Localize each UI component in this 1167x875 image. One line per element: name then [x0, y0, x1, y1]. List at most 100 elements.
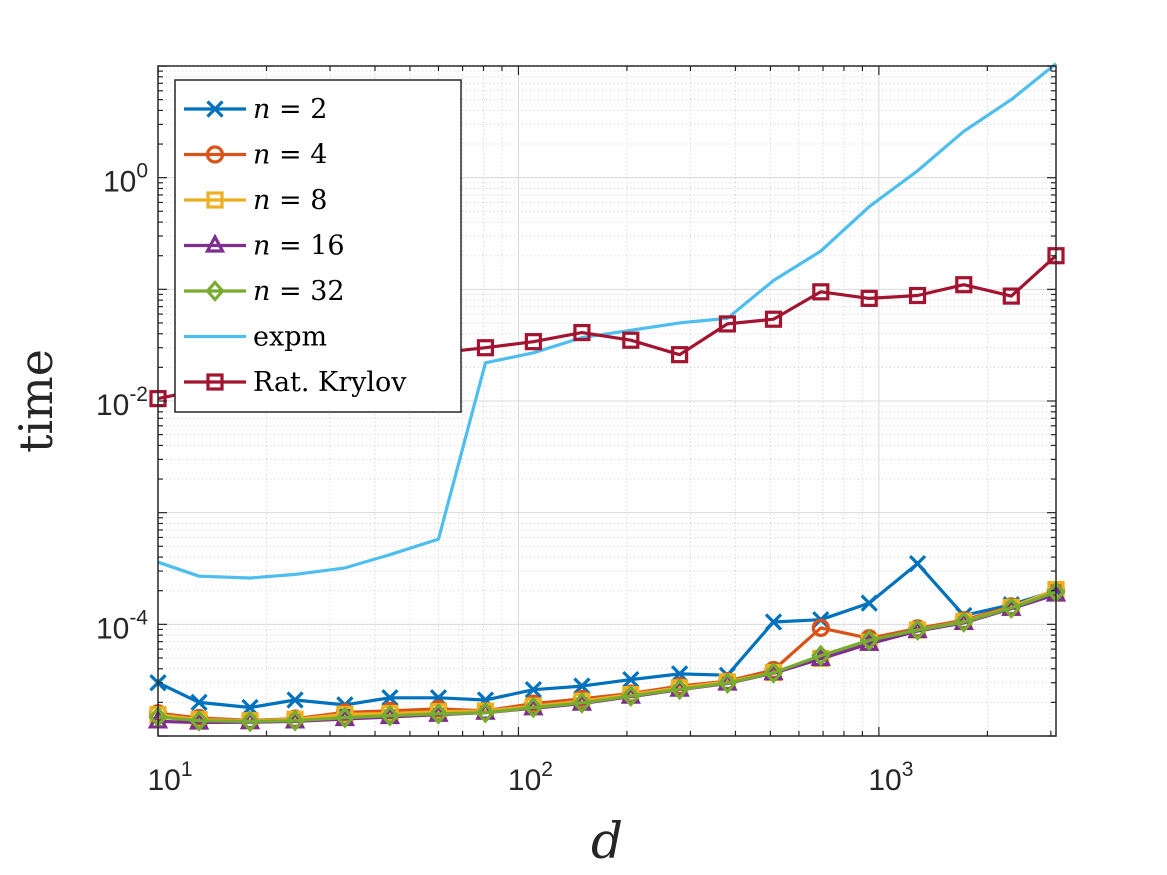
legend-marker-n-32	[205, 280, 225, 302]
data-point-n-2	[764, 613, 783, 631]
data-point-n-32	[1001, 597, 1021, 619]
legend-entry-expm: expm	[184, 322, 327, 353]
legend-entry-n-32: n = 32	[184, 276, 345, 307]
series-n-32	[148, 581, 1066, 733]
legend-label-var: n	[253, 140, 279, 171]
data-point-rat-krylov	[908, 286, 927, 305]
data-point-n-4	[811, 618, 830, 637]
legend-marker-n-4	[205, 145, 225, 164]
data-point-n-2	[908, 554, 927, 573]
data-point-n-2	[190, 693, 208, 712]
y-tick-label-exponent: -4	[129, 606, 148, 629]
legend-marker-n-2	[206, 100, 224, 118]
legend-label-var: n	[253, 231, 279, 262]
legend-label-n-8: n = 8	[253, 185, 327, 216]
axes-box	[157, 65, 1057, 737]
data-point-rat-krylov	[476, 339, 495, 357]
data-point-n-32	[523, 696, 543, 719]
x-tick-label-exponent: 1	[181, 758, 193, 781]
x-axis-label: d	[591, 812, 623, 870]
legend-label-text: expm	[253, 322, 327, 353]
data-point-rat-krylov	[622, 331, 640, 349]
data-point-rat-krylov	[1002, 287, 1020, 305]
legend-entry-rat-krylov: Rat. Krylov	[184, 367, 407, 398]
legend-label-var: n	[253, 185, 279, 216]
data-point-n-32	[335, 706, 355, 729]
data-point-n-32	[763, 661, 784, 684]
y-tick-label: 10-2	[96, 383, 148, 422]
legend-label-n-4: n = 4	[253, 140, 327, 171]
x-tick-label-exponent: 2	[541, 758, 553, 781]
data-point-n-2	[381, 689, 399, 707]
data-point-rat-krylov	[764, 310, 783, 328]
legend-entry-n-2: n = 2	[184, 94, 327, 125]
series-expm	[157, 62, 1058, 580]
x-tick-label-base: 10	[147, 764, 180, 797]
y-tick-label-base: 10	[96, 612, 129, 645]
y-tick-label-exponent: -2	[129, 383, 148, 406]
data-point-rat-krylov	[812, 283, 830, 301]
data-point-rat-krylov	[955, 276, 973, 294]
legend-entry-n-4: n = 4	[184, 140, 327, 171]
legend-label-n-2: n = 2	[253, 94, 327, 125]
data-point-n-32	[428, 702, 449, 725]
legend-label-text: = 16	[279, 231, 345, 262]
legend-marker-rat-krylov	[206, 373, 224, 391]
data-point-n-32	[907, 619, 928, 641]
y-tick-label-base: 10	[96, 389, 129, 422]
y-axis-label: time	[9, 349, 63, 453]
data-point-rat-krylov	[573, 323, 591, 342]
y-tick-label: 10-4	[96, 606, 148, 645]
legend-entry-n-16: n = 16	[184, 231, 345, 262]
legend-marker-n-16	[204, 233, 226, 253]
legend-label-text: Rat. Krylov	[253, 367, 407, 398]
x-tick-label: 101	[147, 758, 192, 797]
legend-label-var: n	[253, 94, 279, 125]
data-point-rat-krylov	[671, 346, 689, 364]
y-tick-label: 100	[103, 160, 148, 199]
x-tick-label-base: 10	[868, 764, 901, 797]
x-tick-label-exponent: 3	[902, 758, 914, 781]
legend-label-text: = 2	[279, 94, 327, 125]
data-point-n-2	[860, 594, 878, 612]
legend-label-rat-krylov: Rat. Krylov	[253, 367, 407, 398]
data-point-n-2	[286, 691, 304, 709]
data-point-n-32	[621, 685, 641, 707]
data-point-rat-krylov	[718, 315, 737, 333]
data-point-n-2	[573, 677, 591, 695]
data-point-n-2	[524, 681, 542, 699]
legend-marker-n-8	[206, 191, 224, 209]
series-line-expm	[157, 62, 1058, 580]
legend-label-var: n	[253, 276, 279, 307]
legend-label-n-16: n = 16	[253, 231, 345, 262]
x-tick-label-base: 10	[508, 764, 541, 797]
data-point-n-32	[240, 710, 260, 733]
data-point-rat-krylov	[860, 289, 878, 307]
legend-label-text: = 4	[279, 140, 327, 171]
legend-label-expm: expm	[253, 322, 327, 353]
legend-label-text: = 8	[279, 185, 327, 216]
data-point-n-32	[380, 704, 400, 727]
data-point-n-32	[859, 629, 879, 652]
data-point-n-32	[572, 691, 592, 714]
x-tick-label: 103	[868, 758, 913, 797]
legend-entry-n-8: n = 8	[184, 185, 327, 216]
legend-label-n-32: n = 32	[253, 276, 345, 307]
y-tick-label-base: 10	[103, 166, 136, 199]
data-point-n-32	[285, 709, 305, 732]
y-tick-label-exponent: 0	[136, 160, 148, 183]
legend-label-text: = 32	[279, 276, 345, 307]
x-tick-label: 102	[508, 758, 553, 797]
data-point-n-32	[717, 672, 738, 694]
data-point-rat-krylov	[524, 333, 542, 351]
data-point-n-32	[475, 701, 496, 724]
data-point-n-32	[189, 709, 209, 732]
data-point-n-32	[669, 678, 690, 701]
data-point-n-32	[954, 611, 974, 633]
data-point-n-32	[811, 644, 831, 667]
data-point-n-2	[622, 670, 640, 689]
